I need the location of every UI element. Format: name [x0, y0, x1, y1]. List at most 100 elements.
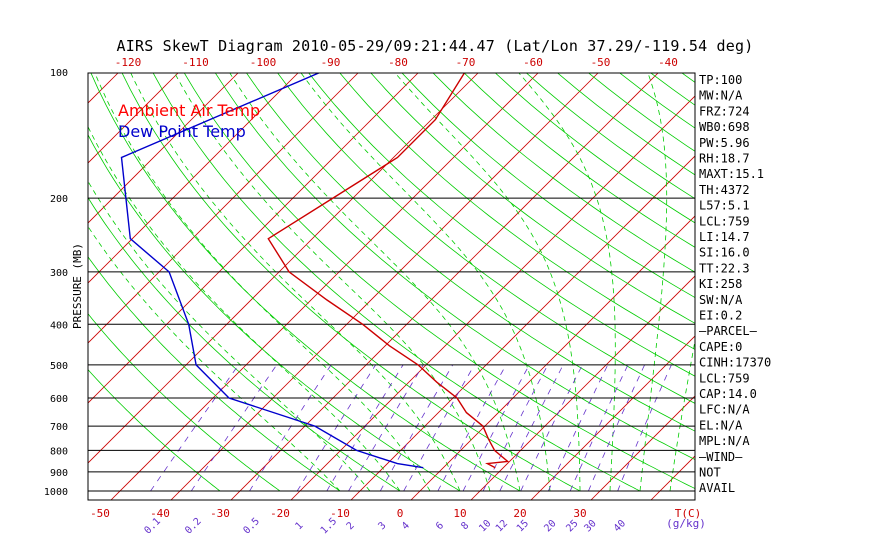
dry-adiabat-line [308, 73, 695, 377]
mixing-ratio-line [348, 364, 424, 492]
isotherm-line [88, 73, 299, 284]
mixing-ratio-line [462, 364, 530, 492]
mixing-ratio-tick-label: 3 [377, 520, 389, 532]
bottom-temp-tick-label: 20 [513, 507, 526, 520]
index-value: CAP:14.0 [699, 387, 757, 401]
mixing-ratio-line [520, 364, 583, 492]
index-value: CINH:17370 [699, 356, 771, 370]
dry-adiabat-line [339, 73, 695, 350]
index-value: RH:18.7 [699, 152, 750, 166]
index-value: EL:N/A [699, 418, 743, 432]
isotherm-line [88, 73, 239, 224]
dry-adiabat-line [246, 73, 695, 432]
dry-adiabat-line [88, 134, 461, 492]
index-value: TH:4372 [699, 183, 750, 197]
mixing-ratio-tick-label: 6 [434, 520, 446, 532]
isotherm-line [530, 335, 695, 500]
top-temp-tick-label: -90 [321, 56, 341, 69]
dry-adiabat-line [525, 73, 695, 200]
dry-adiabat-line [88, 256, 341, 492]
dry-adiabat-line [88, 369, 221, 492]
index-value: LI:14.7 [699, 230, 750, 244]
isotherm-line [88, 73, 359, 344]
index-value: CAPE:0 [699, 340, 742, 354]
index-value: NOT [699, 466, 721, 480]
moist-adiabat-line [94, 73, 431, 492]
mixing-ratio-tick-label: 20 [542, 518, 558, 534]
moist-adiabat-line [300, 73, 551, 492]
top-temp-tick-label: -80 [388, 56, 408, 69]
index-value: MPL:N/A [699, 434, 750, 448]
pressure-tick-label: 600 [50, 394, 68, 405]
bottom-temp-tick-label: -10 [330, 507, 350, 520]
moist-adiabat-line [88, 225, 341, 492]
bottom-temp-tick-label: -20 [270, 507, 290, 520]
isotherm-line [88, 73, 419, 404]
mixing-ratio-line [249, 364, 332, 492]
index-value: LFC:N/A [699, 403, 750, 417]
mixing-ratio-line [588, 364, 645, 492]
index-value: TT:22.3 [699, 261, 750, 275]
bottom-temp-tick-label: 0 [397, 507, 404, 520]
moist-adiabat-line [88, 180, 371, 492]
chart-title: AIRS SkewT Diagram 2010-05-29/09:21:44.4… [116, 37, 754, 55]
pressure-tick-label: 800 [50, 446, 68, 457]
legend-entry: Ambient Air Temp [118, 101, 260, 120]
dry-adiabat-line [401, 73, 695, 299]
isotherm-line [470, 275, 695, 500]
top-temp-tick-label: -60 [523, 56, 543, 69]
top-temp-tick-label: -120 [115, 56, 142, 69]
top-temp-tick-label: -40 [658, 56, 678, 69]
index-value: AVAIL [699, 481, 735, 495]
index-value: WB0:698 [699, 120, 750, 134]
index-value: LCL:759 [699, 371, 750, 385]
index-value: –PARCEL– [699, 324, 758, 338]
isotherm-line [760, 53, 870, 511]
moist-adiabat-line [229, 73, 521, 492]
pressure-tick-label: 300 [50, 268, 68, 279]
mixing-ratio-tick-label: 2 [345, 520, 357, 532]
mixing-ratio-line [499, 364, 564, 492]
moist-adiabat-line [518, 73, 616, 491]
pressure-tick-label: 900 [50, 468, 68, 479]
mixing-ratio-tick-label: 0.2 [183, 516, 204, 537]
pressure-tick-label: 400 [50, 320, 68, 331]
pressure-tick-label: 1000 [44, 487, 68, 498]
mixing-ratio-line [569, 364, 629, 492]
index-value: SW:N/A [699, 293, 743, 307]
dry-adiabat-line [88, 196, 401, 492]
mixing-ratio-tick-label: 4 [400, 520, 412, 532]
mixing-ratio-line [296, 364, 376, 492]
isotherm-line [410, 215, 695, 500]
series-layer [120, 73, 510, 469]
isotherm-line [0, 53, 78, 511]
mixing-ratio-tick-label: 15 [515, 518, 531, 534]
isotherm-line [590, 395, 695, 500]
index-value: MAXT:15.1 [699, 167, 764, 181]
dry-adiabat-line [152, 73, 641, 492]
mixing-ratio-tick-label: 8 [459, 520, 471, 532]
pressure-tick-label: 500 [50, 361, 68, 372]
mixing-ratio-tick-label: 40 [612, 518, 628, 534]
dry-adiabat-line [370, 73, 695, 324]
bottom-temp-tick-label: -30 [210, 507, 230, 520]
mixing-ratio-tick-label: 30 [582, 518, 598, 534]
mixing-ratio-line [482, 364, 549, 492]
moist-adiabat-line [639, 73, 668, 492]
bottom-temp-tick-label: -50 [90, 507, 110, 520]
dry-adiabat-line [183, 73, 695, 489]
legend-entry: Dew Point Temp [118, 122, 246, 141]
top-temp-tick-label: -100 [250, 56, 277, 69]
grid-layer [0, 53, 870, 511]
isotherm-line [290, 95, 695, 500]
dry-adiabat-line [463, 73, 695, 248]
moist-adiabat-line [394, 73, 581, 491]
bottom-temp-tick-label: -40 [150, 507, 170, 520]
index-value: FRZ:724 [699, 104, 750, 118]
index-value: SI:16.0 [699, 246, 750, 260]
series-line [120, 73, 424, 469]
mixing-ratio-line [403, 364, 475, 492]
dry-adiabat-line [432, 73, 695, 273]
index-value: TP:100 [699, 73, 742, 87]
